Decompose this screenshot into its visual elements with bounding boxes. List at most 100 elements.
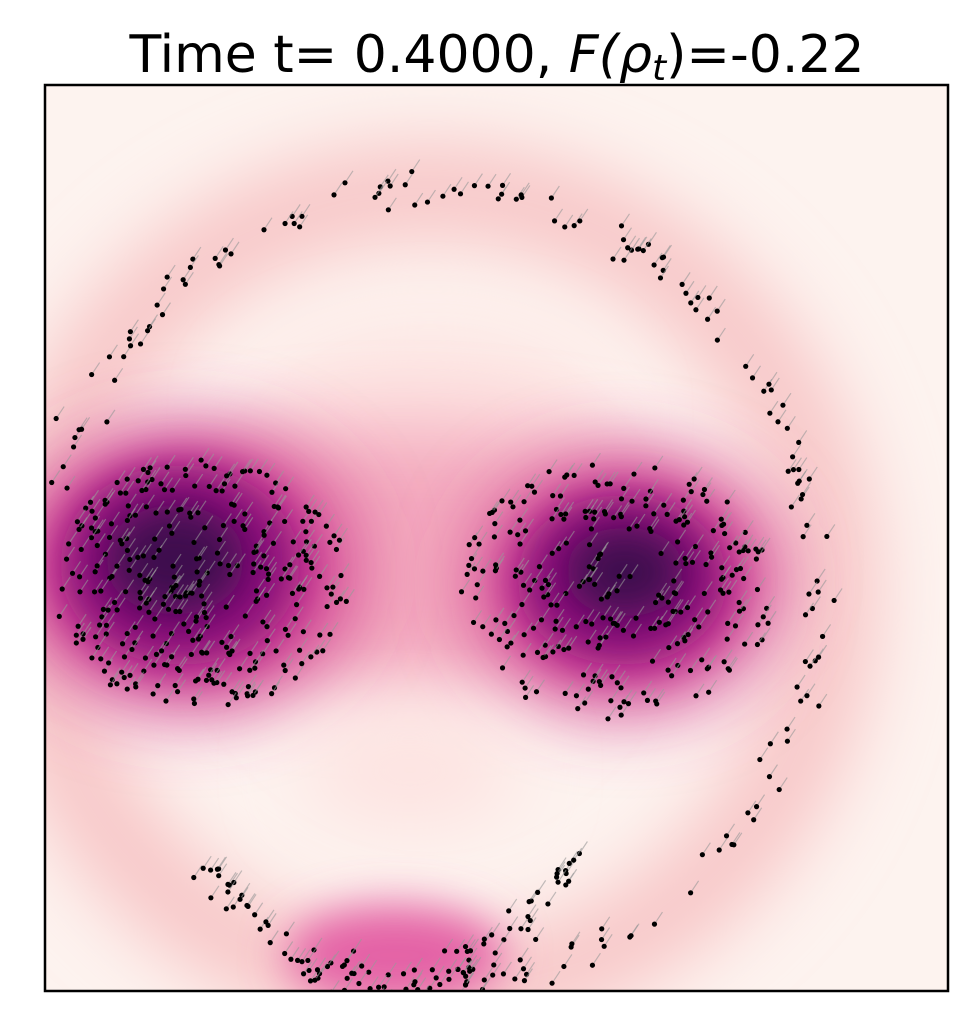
particle — [691, 476, 697, 482]
particle — [612, 620, 618, 627]
particle — [333, 599, 340, 605]
particle — [652, 465, 658, 471]
particle — [94, 542, 100, 549]
particle — [169, 654, 175, 660]
particle — [187, 510, 193, 516]
particle — [211, 465, 217, 471]
particle — [489, 509, 495, 516]
particle — [714, 337, 720, 343]
particle — [245, 684, 252, 690]
particle — [706, 295, 712, 301]
particle — [666, 644, 672, 651]
particle — [437, 981, 443, 988]
particle — [511, 612, 517, 619]
particle — [519, 601, 525, 608]
particle — [144, 328, 151, 334]
particle — [790, 467, 797, 473]
particle — [73, 632, 79, 638]
particle — [641, 690, 647, 696]
particle — [282, 667, 288, 674]
particle — [228, 633, 234, 640]
particle — [224, 473, 230, 479]
particle — [194, 556, 200, 562]
particle — [172, 682, 178, 689]
particle — [119, 669, 125, 675]
particle — [611, 514, 617, 521]
particle — [213, 488, 219, 494]
particle — [704, 498, 710, 504]
particle — [119, 541, 125, 547]
particle — [231, 518, 237, 524]
particle — [648, 625, 654, 631]
particle — [802, 658, 808, 665]
particle — [471, 566, 478, 572]
particle — [124, 517, 130, 524]
particle — [153, 651, 160, 657]
particle — [387, 183, 393, 189]
particle — [165, 606, 172, 612]
particle — [680, 497, 686, 503]
particle — [137, 589, 143, 596]
particle — [320, 648, 326, 654]
particle — [644, 697, 651, 703]
particle — [592, 581, 598, 587]
particle — [492, 950, 498, 956]
particle — [499, 665, 506, 671]
particle — [718, 516, 724, 522]
particle — [741, 575, 747, 582]
particle — [534, 649, 541, 656]
particle — [488, 631, 494, 637]
particle — [583, 618, 589, 625]
particle — [229, 689, 235, 695]
particle — [252, 665, 258, 671]
particle — [464, 571, 470, 577]
particle — [258, 564, 264, 570]
particle — [696, 624, 702, 630]
particle — [556, 546, 562, 552]
particle — [78, 546, 84, 553]
particle — [512, 976, 518, 982]
particle — [88, 535, 95, 541]
particle — [527, 917, 533, 924]
particle — [462, 982, 469, 988]
particle — [309, 565, 315, 571]
particle — [328, 591, 334, 597]
particle — [755, 622, 761, 628]
particle — [66, 541, 72, 547]
particle — [733, 567, 740, 573]
particle — [91, 589, 98, 595]
particle — [527, 587, 533, 593]
particle — [558, 511, 564, 518]
particle — [566, 860, 572, 867]
particle — [418, 995, 423, 1000]
particle — [519, 679, 525, 685]
particle — [520, 582, 527, 588]
particle — [163, 698, 169, 704]
particle — [317, 573, 323, 579]
particle — [457, 191, 464, 197]
particle — [124, 686, 130, 692]
particle — [153, 510, 159, 516]
particle — [137, 341, 144, 347]
particle — [757, 756, 763, 763]
particle — [518, 192, 524, 198]
particle — [282, 518, 288, 525]
particle — [123, 589, 129, 595]
particle — [700, 491, 706, 498]
particle — [799, 491, 806, 498]
particle — [569, 941, 575, 947]
particle — [800, 534, 806, 540]
particle — [493, 617, 499, 623]
particle — [736, 608, 743, 614]
title-text: Time t= 0.4000, — [128, 25, 568, 85]
particle — [784, 726, 790, 732]
particle — [727, 545, 733, 551]
particle — [191, 696, 197, 702]
particle — [123, 490, 129, 496]
particle — [688, 489, 694, 495]
particle — [815, 589, 821, 595]
particle — [385, 972, 391, 978]
particle — [356, 980, 362, 987]
particle — [250, 692, 256, 699]
particle — [492, 568, 499, 574]
